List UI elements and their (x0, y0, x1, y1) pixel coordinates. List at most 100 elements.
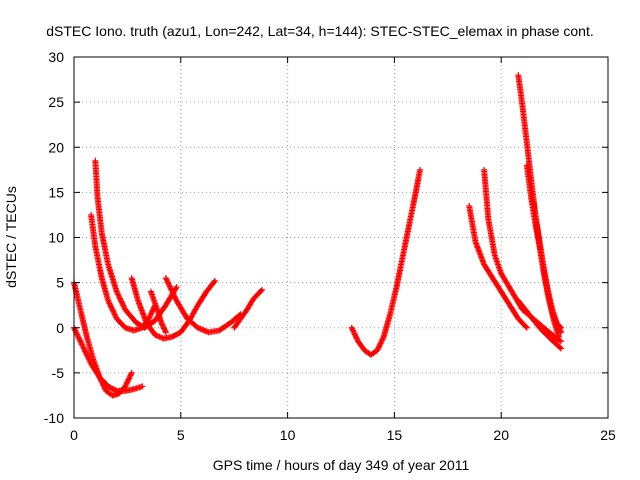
data-point (147, 311, 154, 318)
data-point (110, 308, 117, 315)
data-point (111, 310, 118, 317)
x-tick-label: 25 (600, 427, 616, 443)
x-axis-label: GPS time / hours of day 349 of year 2011 (213, 457, 470, 473)
data-point (106, 300, 113, 307)
data-point (73, 330, 80, 337)
data-point (113, 288, 120, 295)
data-point (374, 347, 381, 354)
data-point (139, 383, 146, 390)
data-point (380, 335, 387, 342)
y-tick-label: 15 (48, 184, 64, 200)
y-tick-label: 20 (48, 139, 64, 155)
data-point (97, 377, 104, 384)
data-point (84, 352, 91, 359)
data-point (82, 348, 89, 355)
data-point (112, 312, 119, 319)
data-point (257, 287, 264, 294)
data-point (523, 324, 530, 331)
data-point (258, 286, 265, 293)
data-point (118, 299, 125, 306)
y-tick-label: -10 (44, 410, 64, 426)
data-point (107, 301, 114, 308)
data-point (107, 303, 114, 310)
y-tick-label: 10 (48, 230, 64, 246)
data-point (81, 346, 88, 353)
data-point (122, 383, 129, 390)
data-point (128, 369, 135, 376)
y-axis-label: dSTEC / TECUs (3, 186, 19, 288)
data-point (105, 299, 112, 306)
data-point (126, 375, 133, 382)
data-point (377, 340, 384, 347)
grid-lines (74, 57, 608, 418)
data-point (78, 340, 85, 347)
data-point (99, 379, 106, 386)
data-point (349, 326, 356, 333)
chart-title: dSTEC Iono. truth (azu1, Lon=242, Lat=34… (46, 23, 593, 39)
data-point (351, 331, 358, 338)
data-point (108, 304, 115, 311)
y-tick-label: 30 (48, 49, 64, 65)
data-point (114, 290, 121, 297)
y-tick-label: -5 (52, 365, 65, 381)
data-point (122, 382, 129, 389)
x-tick-label: 5 (177, 427, 185, 443)
data-point (111, 311, 118, 318)
data-point (211, 277, 218, 284)
data-point (173, 284, 180, 291)
data-point (149, 307, 156, 314)
data-point (124, 379, 131, 386)
data-point (556, 344, 563, 351)
data-point (125, 376, 132, 383)
data-point (77, 338, 84, 345)
data-point (100, 382, 107, 389)
data-point (109, 307, 116, 314)
data-point (124, 377, 131, 384)
data-point (120, 303, 127, 310)
data-point (118, 298, 125, 305)
data-point (109, 306, 116, 313)
data-point (350, 328, 357, 335)
data-point (162, 329, 169, 336)
data-point (172, 285, 179, 292)
data-point (556, 337, 563, 344)
data-point (378, 337, 385, 344)
x-tick-label: 20 (493, 427, 509, 443)
data-point (522, 323, 529, 330)
data-point (119, 301, 126, 308)
data-point (123, 380, 130, 387)
data-point (348, 324, 355, 331)
data-point (120, 302, 127, 309)
data-point (76, 335, 83, 342)
data-point (352, 332, 359, 339)
data-point (78, 341, 85, 348)
data-point (74, 333, 81, 340)
x-tick-label: 10 (280, 427, 296, 443)
data-point (558, 345, 565, 352)
y-tick-label: 0 (56, 320, 64, 336)
data-point (75, 334, 82, 341)
data-point (116, 294, 123, 301)
data-point (80, 345, 87, 352)
data-point (127, 372, 134, 379)
data-point (558, 338, 565, 345)
data-point (126, 373, 133, 380)
data-point (349, 327, 356, 334)
data-point (72, 327, 79, 334)
data-point (82, 349, 89, 356)
data-point (115, 291, 122, 298)
data-point (148, 310, 155, 317)
data-point (101, 385, 108, 392)
data-point (379, 336, 386, 343)
data-point (353, 334, 360, 341)
data-point (79, 342, 86, 349)
data-point (99, 381, 106, 388)
x-tick-label: 15 (387, 427, 403, 443)
data-point (555, 333, 562, 340)
data-point (98, 378, 105, 385)
data-point (117, 295, 124, 302)
data-point (71, 326, 78, 333)
data-point (83, 351, 90, 358)
data-point (351, 330, 358, 337)
